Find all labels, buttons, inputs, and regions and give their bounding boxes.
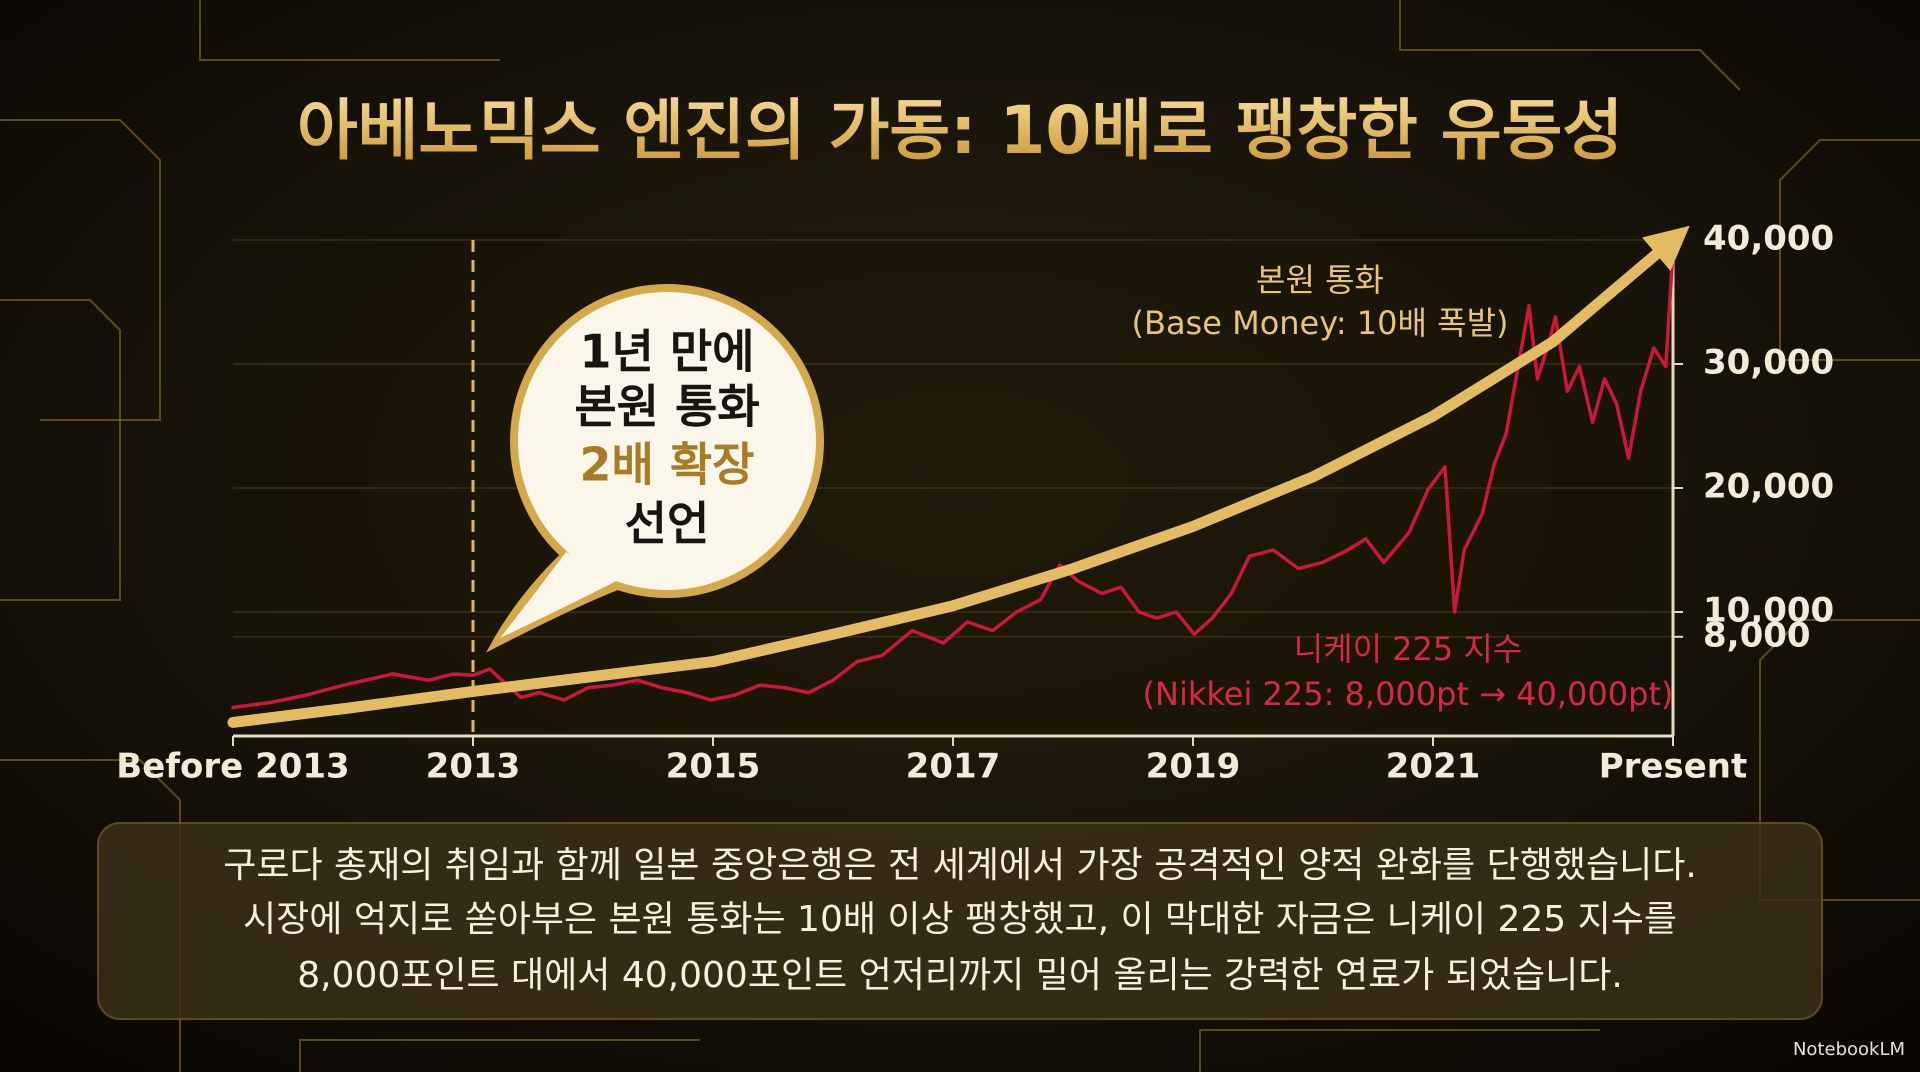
callout-text: 선언 <box>625 497 710 551</box>
x-tick-label: 2019 <box>1146 747 1241 787</box>
series-note: (Nikkei 225: 8,000pt → 40,000pt) <box>1143 675 1674 713</box>
x-tick-label: Present <box>1599 747 1748 787</box>
series-label: 본원 통화 <box>1256 261 1384 299</box>
caption-line: 시장에 억지로 쏟아부은 본원 통화는 10배 이상 팽창했고, 이 막대한 자… <box>243 899 1677 940</box>
callout: 1년 만에 본원 통화 2배 확장 선언 <box>486 284 824 653</box>
x-tick-label: Before 2013 <box>116 747 349 787</box>
caption-line: 8,000포인트 대에서 40,000포인트 언저리까지 밀어 올리는 강력한 … <box>297 955 1623 996</box>
callout-text: 1년 만에 <box>580 325 755 379</box>
y-tick-label: 40,000 <box>1703 219 1834 259</box>
callout-text: 2배 확장 <box>580 438 755 492</box>
y-tick-label: 10,000 <box>1703 591 1834 631</box>
caption-line: 구로다 총재의 취임과 함께 일본 중앙은행은 전 세계에서 가장 공격적인 양… <box>223 845 1697 886</box>
x-tick-label: 2015 <box>666 747 761 787</box>
x-tick-label: 2017 <box>906 747 1001 787</box>
nikkei-line <box>231 248 1675 710</box>
series-label: 니케이 225 지수 <box>1294 630 1523 668</box>
y-tick-label: 8,000 <box>1703 615 1811 655</box>
series-note: (Base Money: 10배 폭발) <box>1132 304 1509 342</box>
x-tick-label: 2021 <box>1386 747 1481 787</box>
title: 아베노믹스 엔진의 가동: 10배로 팽창한 유동성 <box>297 92 1623 169</box>
y-tick-label: 20,000 <box>1703 467 1834 507</box>
x-tick-label: 2013 <box>426 747 521 787</box>
y-tick-label: 30,000 <box>1703 343 1834 383</box>
base-money-line <box>227 225 1690 728</box>
watermark: NotebookLM <box>1793 1039 1905 1060</box>
caption-box <box>97 822 1823 1020</box>
callout-text: 본원 통화 <box>574 380 759 434</box>
